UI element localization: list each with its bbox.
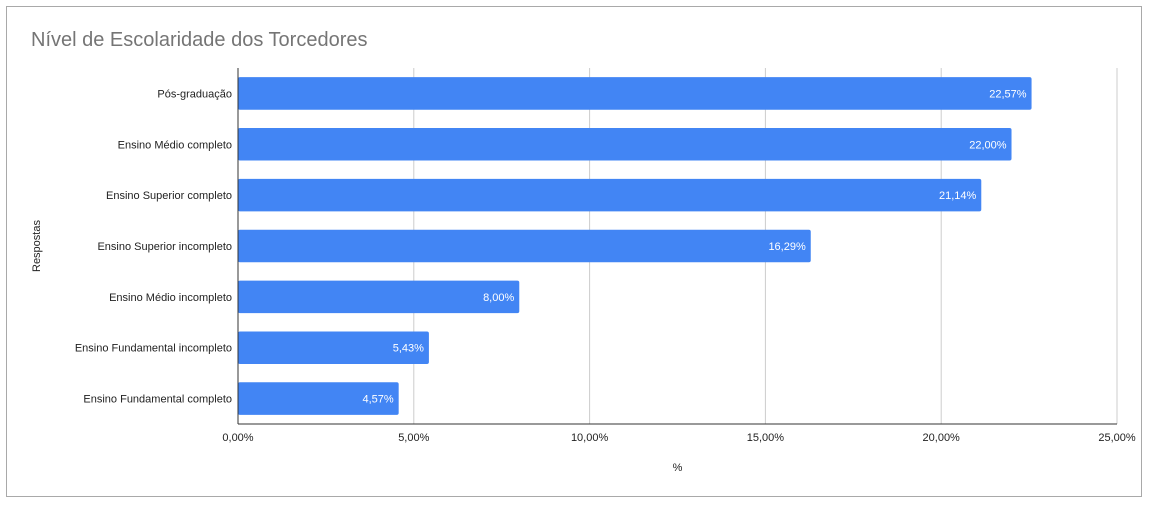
bar[interactable] (238, 229, 811, 263)
bar[interactable] (238, 178, 982, 212)
category-label: Ensino Superior incompleto (97, 241, 232, 253)
x-axis-title: % (673, 462, 683, 474)
bar[interactable] (238, 382, 399, 415)
bar[interactable] (238, 77, 1032, 110)
category-label: Pós-graduação (157, 88, 232, 100)
category-label: Ensino Fundamental incompleto (75, 343, 232, 355)
bar[interactable] (238, 280, 520, 314)
x-tick-label: 15,00% (747, 432, 785, 444)
bar-value-label: 4,57% (362, 394, 393, 406)
x-tick-label: 0,00% (222, 432, 253, 444)
category-label: Ensino Superior completo (106, 190, 232, 202)
bar[interactable] (238, 331, 429, 364)
axes: 0,00% 5,00% 10,00% 15,00% 20,00% 25,00% Pós-gr… (75, 68, 1136, 444)
y-axis-title: Respostas (31, 220, 43, 272)
bar-value-label: 5,43% (393, 343, 424, 355)
category-label: Ensino Médio incompleto (109, 292, 232, 304)
x-tick-label: 20,00% (923, 432, 961, 444)
chart-title: Nível de Escolaridade dos Torcedores (31, 29, 368, 51)
bar[interactable] (238, 128, 1012, 161)
bar-value-label: 22,57% (989, 88, 1027, 100)
x-tick-label: 25,00% (1098, 432, 1136, 444)
bar-value-label: 22,00% (969, 139, 1007, 151)
bar-value-label: 21,14% (939, 190, 977, 202)
x-tick-label: 10,00% (571, 432, 609, 444)
x-tick-label: 5,00% (398, 432, 429, 444)
bars: 22,57% 22,00% 21,14% 16,29% 8,00% 5,43% 4,57% (238, 77, 1032, 415)
category-label: Ensino Médio completo (118, 139, 232, 151)
bar-value-label: 16,29% (768, 241, 806, 253)
category-label: Ensino Fundamental completo (83, 394, 232, 406)
bar-value-label: 8,00% (483, 292, 514, 304)
